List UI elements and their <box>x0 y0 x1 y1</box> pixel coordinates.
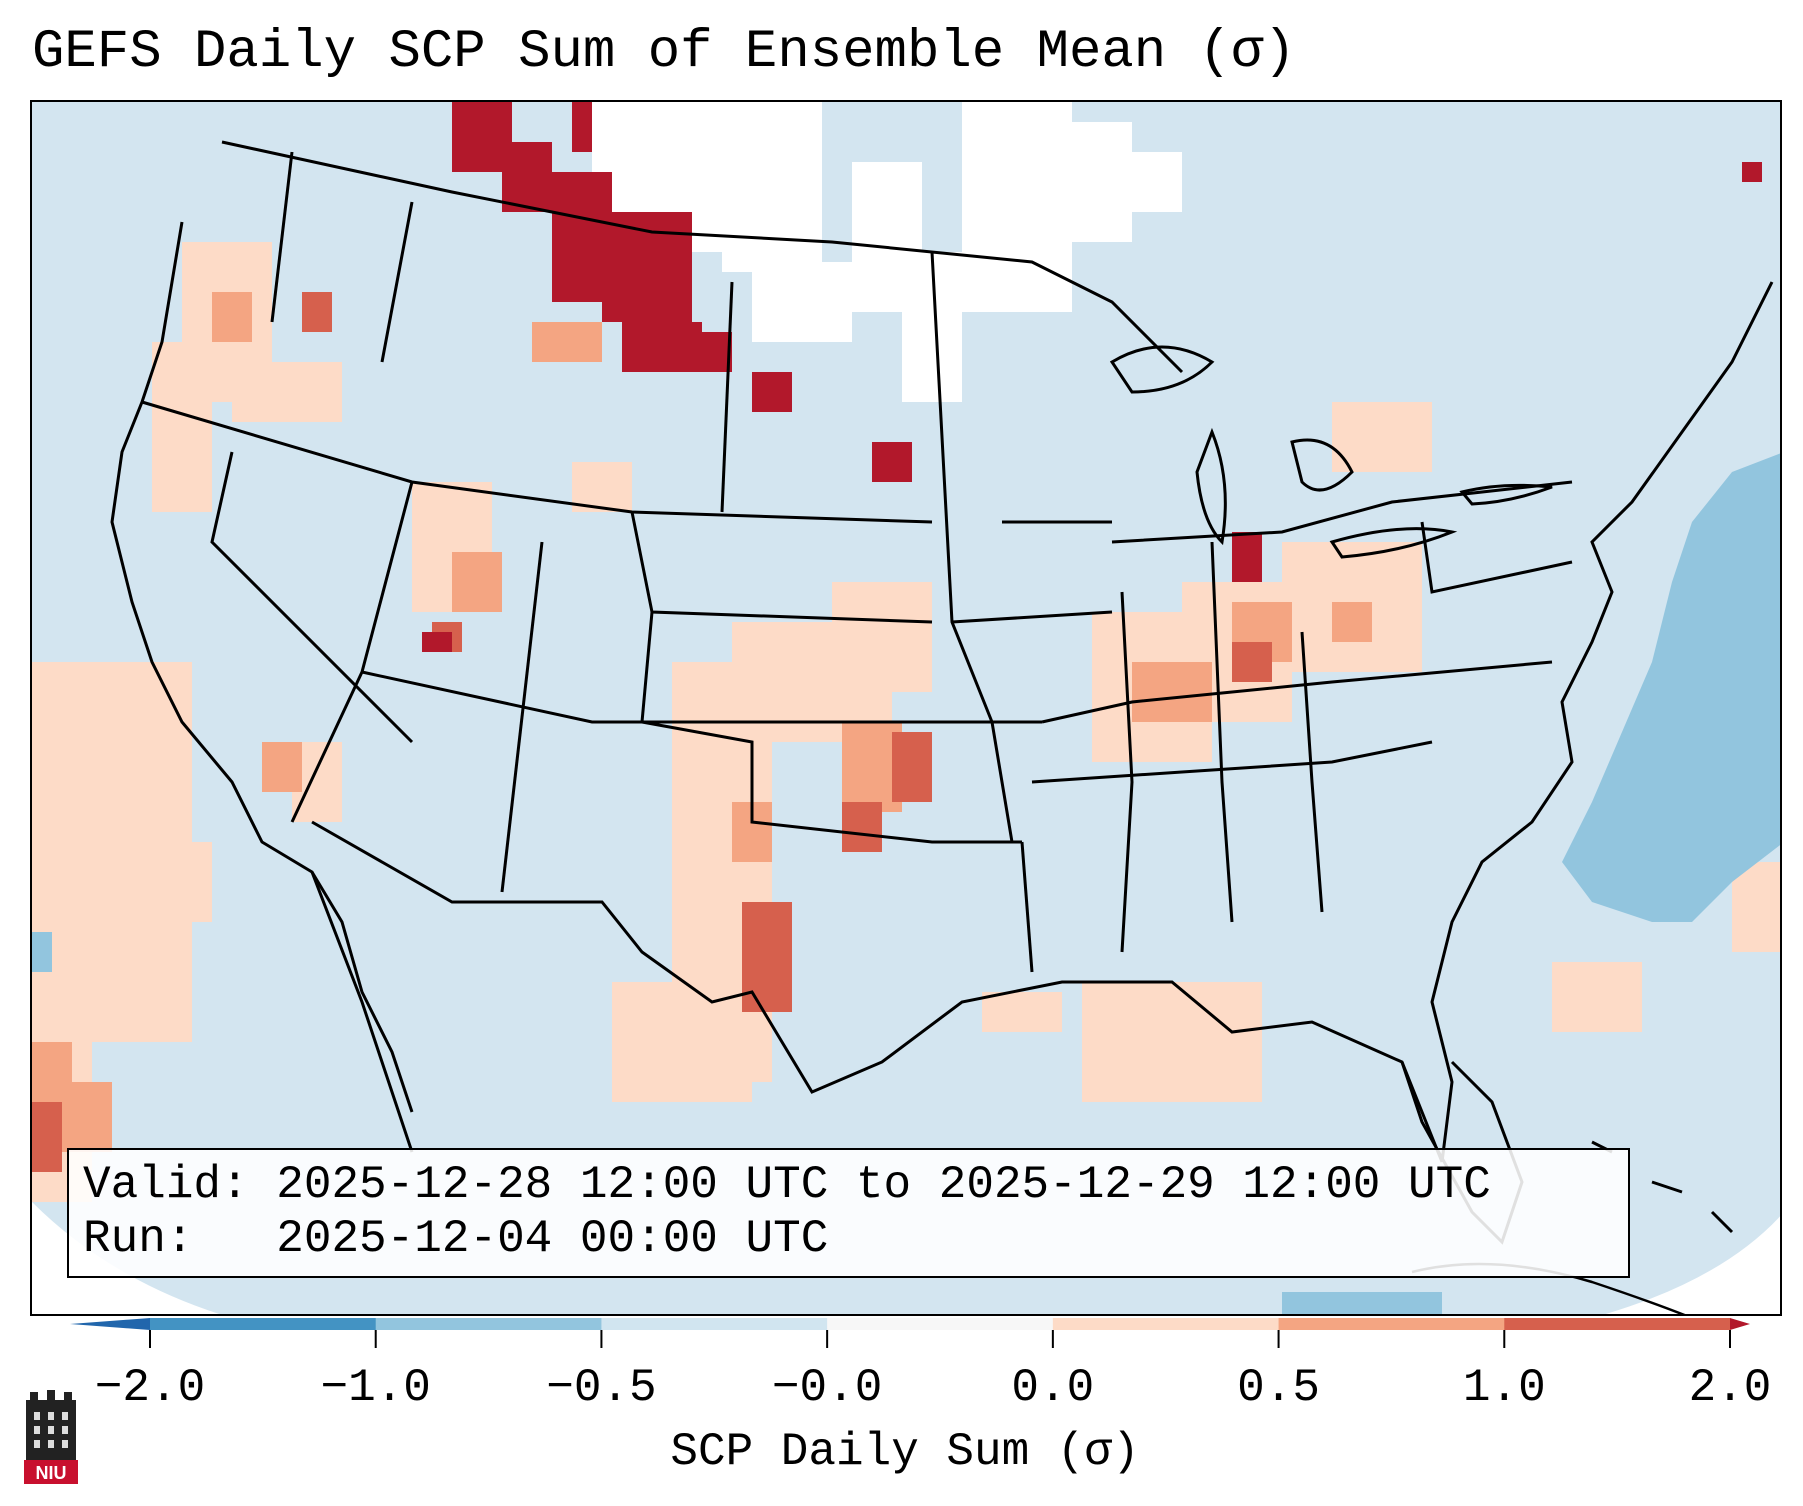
colorbar-bin <box>827 1318 1054 1330</box>
colorbar-tick-label: −2.0 <box>94 1362 206 1414</box>
anomaly-max-patches <box>422 102 1762 652</box>
colorbar-label: SCP Daily Sum (σ) <box>670 1426 1140 1478</box>
validity-info-box: Valid: 2025-12-28 12:00 UTC to 2025-12-2… <box>67 1148 1630 1278</box>
colorbar-extend-high <box>1730 1318 1750 1330</box>
colorbar-tick-label: 2.0 <box>1688 1362 1772 1414</box>
colorbar-tick-label: 0.0 <box>1011 1362 1095 1414</box>
colorbar-extend-low <box>70 1318 150 1330</box>
colorbar-tick-label: −0.5 <box>546 1362 657 1414</box>
colorbar-bin <box>601 1318 828 1330</box>
colorbar-bin <box>375 1318 602 1330</box>
colorbar-tick-label: −1.0 <box>320 1362 431 1414</box>
anomaly-negative-patches <box>32 453 1780 1314</box>
colorbar-bin <box>1278 1318 1505 1330</box>
colorbar-bin <box>150 1318 377 1330</box>
map-panel[interactable] <box>30 100 1782 1316</box>
valid-time: Valid: 2025-12-28 12:00 UTC to 2025-12-2… <box>83 1159 1491 1211</box>
colorbar <box>70 1318 1750 1348</box>
niu-logo-icon: NIU <box>24 1390 78 1484</box>
colorbar-bin <box>1052 1318 1280 1330</box>
domain-edge-left <box>32 1202 220 1314</box>
colorbar-tick-label: −0.0 <box>771 1362 883 1414</box>
colorbar-tick-label: 1.0 <box>1462 1362 1546 1414</box>
no-data-region <box>592 102 1182 402</box>
logo-text: NIU <box>36 1463 67 1483</box>
colorbar-bin <box>1504 1318 1731 1330</box>
run-time: Run: 2025-12-04 00:00 UTC <box>83 1213 829 1265</box>
colorbar-tick-label: 0.5 <box>1237 1362 1320 1414</box>
boundaries <box>110 140 1774 1314</box>
map-title: GEFS Daily SCP Sum of Ensemble Mean (σ) <box>32 22 1296 83</box>
map-canvas <box>32 102 1780 1314</box>
domain-edge-right <box>1605 1216 1780 1314</box>
